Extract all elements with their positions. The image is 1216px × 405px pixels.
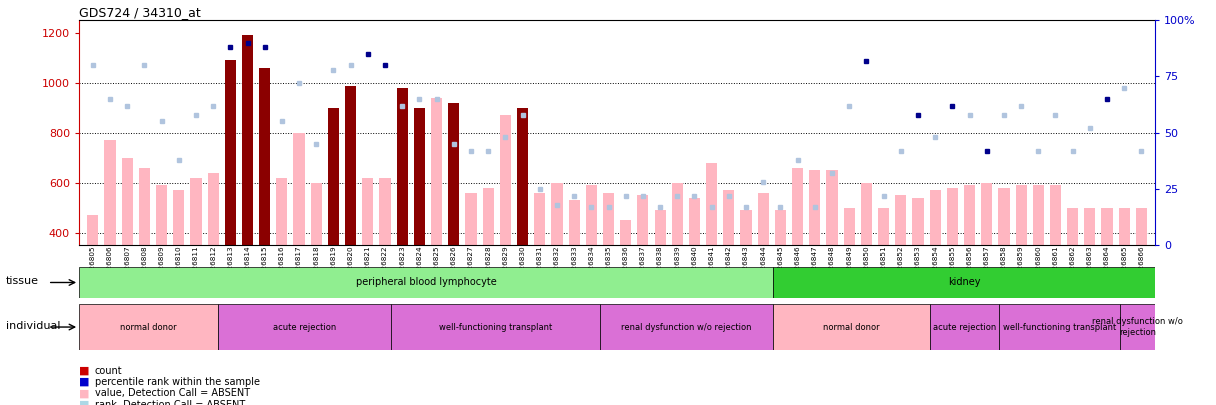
Bar [878, 208, 889, 245]
Bar [1032, 185, 1043, 245]
Text: percentile rank within the sample: percentile rank within the sample [95, 377, 260, 387]
Bar [929, 190, 941, 245]
Bar [792, 168, 804, 245]
Bar [396, 88, 407, 245]
Bar [392, 304, 599, 350]
Text: renal dysfunction w/o rejection: renal dysfunction w/o rejection [621, 322, 751, 332]
Bar [517, 108, 528, 245]
Bar [413, 108, 426, 245]
Bar [775, 210, 786, 245]
Bar [449, 103, 460, 245]
Bar [981, 183, 992, 245]
Bar [1000, 304, 1120, 350]
Bar [844, 208, 855, 245]
Bar [139, 168, 150, 245]
Bar [483, 188, 494, 245]
Bar [741, 210, 751, 245]
Bar [242, 35, 253, 245]
Bar [225, 60, 236, 245]
Bar [706, 163, 717, 245]
Bar [827, 170, 838, 245]
Bar [689, 198, 700, 245]
Bar [466, 193, 477, 245]
Text: ■: ■ [79, 377, 90, 387]
Bar [1049, 185, 1062, 245]
Bar [259, 68, 270, 245]
Text: tissue: tissue [6, 277, 39, 286]
Text: value, Detection Call = ABSENT: value, Detection Call = ABSENT [95, 388, 250, 398]
Bar [947, 188, 958, 245]
Bar [569, 200, 580, 245]
Bar [379, 178, 390, 245]
Text: rank, Detection Call = ABSENT: rank, Detection Call = ABSENT [95, 400, 246, 405]
Bar [998, 188, 1009, 245]
Bar [758, 193, 769, 245]
Text: normal donor: normal donor [120, 322, 176, 332]
Bar [105, 140, 116, 245]
Bar [671, 183, 683, 245]
Bar [773, 304, 929, 350]
Text: normal donor: normal donor [823, 322, 879, 332]
Text: acute rejection: acute rejection [274, 322, 337, 332]
Bar [88, 215, 98, 245]
Text: ■: ■ [79, 400, 90, 405]
Bar [1136, 208, 1147, 245]
Bar [603, 193, 614, 245]
Bar [328, 108, 339, 245]
Bar [311, 183, 322, 245]
Bar [895, 195, 906, 245]
Bar [79, 267, 773, 298]
Bar [208, 173, 219, 245]
Text: ■: ■ [79, 388, 90, 398]
Text: acute rejection: acute rejection [933, 322, 996, 332]
Text: GDS724 / 34310_at: GDS724 / 34310_at [79, 6, 201, 19]
Bar [218, 304, 392, 350]
Text: count: count [95, 366, 123, 375]
Bar [534, 193, 545, 245]
Bar [637, 195, 648, 245]
Bar [929, 304, 1000, 350]
Text: individual: individual [6, 321, 61, 331]
Bar [620, 220, 631, 245]
Bar [1068, 208, 1079, 245]
Bar [345, 86, 356, 245]
Text: well-functioning transplant: well-functioning transplant [439, 322, 552, 332]
Bar [156, 185, 167, 245]
Bar [79, 304, 218, 350]
Bar [430, 98, 443, 245]
Text: renal dysfunction w/o
rejection: renal dysfunction w/o rejection [1092, 318, 1183, 337]
Bar [724, 190, 734, 245]
Bar [293, 133, 305, 245]
Bar [1085, 208, 1096, 245]
Bar [362, 178, 373, 245]
Bar [276, 178, 287, 245]
Bar [191, 178, 202, 245]
Bar [173, 190, 185, 245]
Bar [654, 210, 665, 245]
Bar [586, 185, 597, 245]
Bar [1120, 304, 1155, 350]
Bar [500, 115, 511, 245]
Bar [1102, 208, 1113, 245]
Text: kidney: kidney [948, 277, 980, 288]
Bar [773, 267, 1155, 298]
Bar [122, 158, 133, 245]
Text: well-functioning transplant: well-functioning transplant [1003, 322, 1116, 332]
Text: peripheral blood lymphocyte: peripheral blood lymphocyte [356, 277, 496, 288]
Bar [912, 198, 923, 245]
Bar [551, 183, 563, 245]
Text: ■: ■ [79, 366, 90, 375]
Bar [861, 183, 872, 245]
Bar [1015, 185, 1026, 245]
Bar [1119, 208, 1130, 245]
Bar [964, 185, 975, 245]
Bar [599, 304, 773, 350]
Bar [809, 170, 821, 245]
